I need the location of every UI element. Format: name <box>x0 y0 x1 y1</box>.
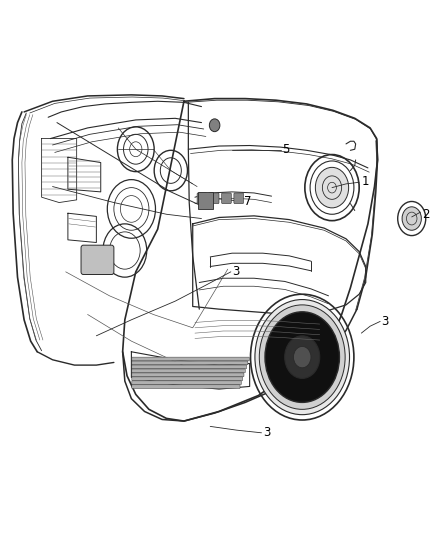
Circle shape <box>402 207 421 230</box>
FancyBboxPatch shape <box>132 361 248 365</box>
FancyBboxPatch shape <box>132 365 247 369</box>
Text: 1: 1 <box>361 175 369 188</box>
Text: 3: 3 <box>263 426 270 439</box>
Circle shape <box>285 336 320 378</box>
Text: 2: 2 <box>422 208 429 221</box>
Circle shape <box>293 346 311 368</box>
FancyBboxPatch shape <box>132 373 244 377</box>
Text: 3: 3 <box>381 315 389 328</box>
FancyBboxPatch shape <box>132 357 249 361</box>
Circle shape <box>259 305 345 409</box>
FancyBboxPatch shape <box>222 193 231 204</box>
FancyBboxPatch shape <box>209 193 219 204</box>
Circle shape <box>315 167 349 208</box>
FancyBboxPatch shape <box>197 193 207 204</box>
Text: 3: 3 <box>232 265 240 278</box>
Circle shape <box>265 312 339 402</box>
FancyBboxPatch shape <box>234 193 244 204</box>
FancyBboxPatch shape <box>132 369 245 373</box>
Circle shape <box>209 119 220 132</box>
FancyBboxPatch shape <box>132 381 241 385</box>
FancyBboxPatch shape <box>132 377 243 381</box>
Text: 5: 5 <box>282 143 290 156</box>
FancyBboxPatch shape <box>198 192 213 209</box>
FancyBboxPatch shape <box>81 245 114 274</box>
FancyBboxPatch shape <box>132 385 240 389</box>
Circle shape <box>255 300 350 415</box>
Text: 7: 7 <box>244 195 251 208</box>
